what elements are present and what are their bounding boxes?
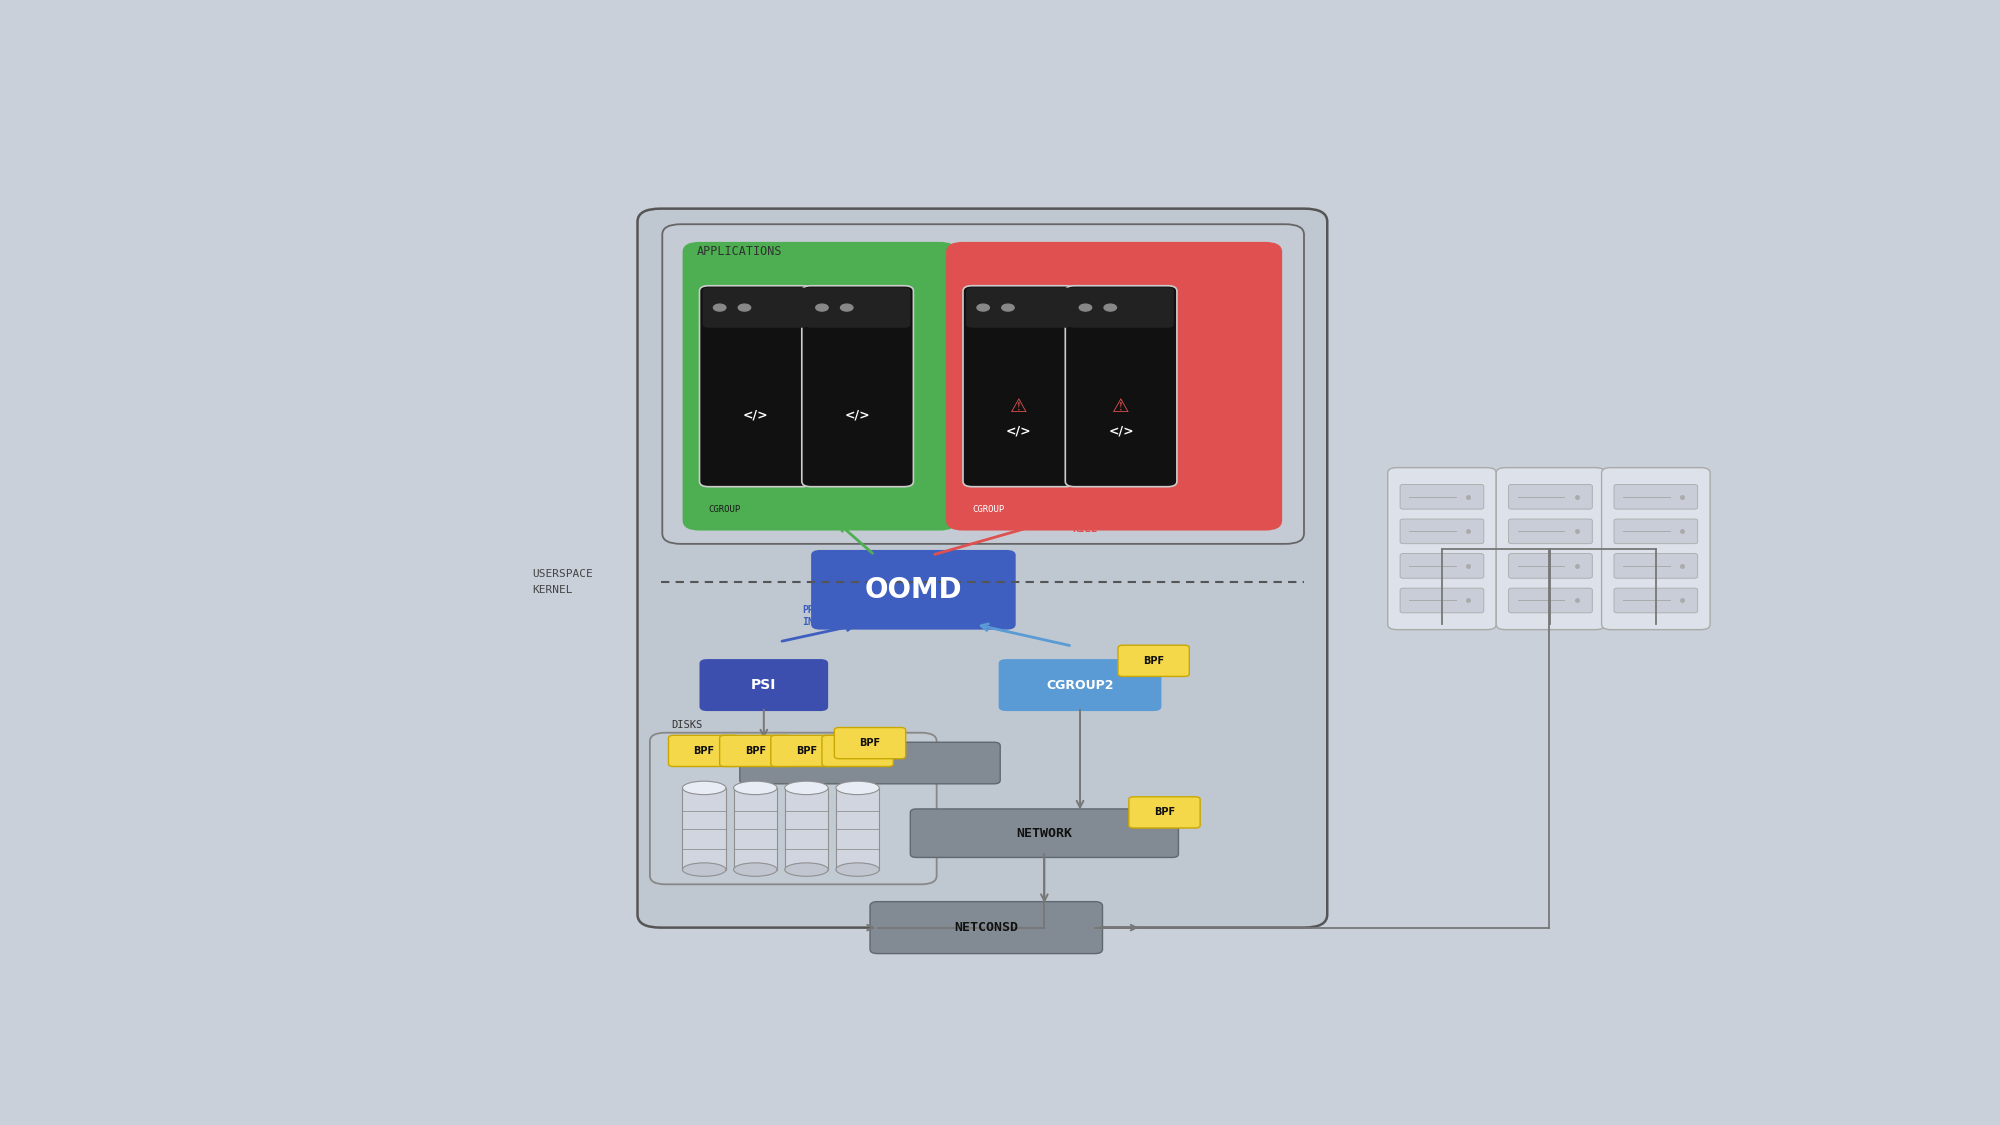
Text: BTRFS: BTRFS: [850, 756, 890, 770]
Text: BPF: BPF: [694, 746, 714, 756]
Text: CGROUP: CGROUP: [972, 504, 1004, 513]
FancyBboxPatch shape: [1400, 554, 1484, 578]
FancyBboxPatch shape: [812, 550, 1016, 630]
FancyBboxPatch shape: [1128, 796, 1200, 828]
Text: BPF: BPF: [1144, 656, 1164, 666]
FancyBboxPatch shape: [964, 286, 1074, 487]
Ellipse shape: [784, 863, 828, 876]
Ellipse shape: [836, 863, 880, 876]
Ellipse shape: [682, 781, 726, 794]
Text: NETWORK: NETWORK: [1016, 827, 1072, 839]
Circle shape: [738, 304, 750, 312]
FancyBboxPatch shape: [1602, 468, 1710, 630]
Circle shape: [840, 304, 852, 312]
FancyBboxPatch shape: [1068, 288, 1174, 327]
FancyBboxPatch shape: [740, 742, 1000, 784]
FancyBboxPatch shape: [948, 243, 1280, 529]
Text: </>: </>: [1006, 424, 1032, 438]
Circle shape: [1104, 304, 1116, 312]
FancyBboxPatch shape: [1508, 485, 1592, 510]
FancyBboxPatch shape: [1400, 519, 1484, 543]
Ellipse shape: [784, 781, 828, 794]
FancyBboxPatch shape: [770, 736, 842, 766]
FancyBboxPatch shape: [910, 809, 1178, 857]
FancyBboxPatch shape: [966, 288, 1072, 327]
FancyBboxPatch shape: [1508, 519, 1592, 543]
Text: BPF: BPF: [860, 738, 880, 748]
FancyBboxPatch shape: [822, 736, 894, 766]
FancyBboxPatch shape: [870, 901, 1102, 954]
Text: USERSPACE: USERSPACE: [532, 569, 592, 579]
Text: </>: </>: [742, 410, 768, 422]
Bar: [784, 788, 828, 870]
FancyBboxPatch shape: [638, 208, 1328, 928]
FancyBboxPatch shape: [998, 659, 1162, 711]
Text: DISKS: DISKS: [672, 720, 702, 730]
FancyBboxPatch shape: [1496, 468, 1604, 630]
Text: BPF: BPF: [796, 746, 818, 756]
Text: CGROUP2: CGROUP2: [1046, 678, 1114, 692]
Text: APPLICATIONS: APPLICATIONS: [696, 245, 782, 258]
Circle shape: [816, 304, 828, 312]
Circle shape: [976, 304, 990, 312]
FancyBboxPatch shape: [684, 243, 956, 529]
Text: ⚠: ⚠: [1112, 397, 1130, 416]
FancyBboxPatch shape: [804, 288, 910, 327]
Text: CGROUP: CGROUP: [708, 504, 742, 513]
Text: BPF: BPF: [744, 746, 766, 756]
Text: OOMD: OOMD: [864, 576, 962, 604]
FancyBboxPatch shape: [1614, 588, 1698, 613]
Ellipse shape: [734, 863, 776, 876]
FancyBboxPatch shape: [720, 736, 790, 766]
Ellipse shape: [836, 781, 880, 794]
Text: KERNEL: KERNEL: [532, 585, 572, 595]
FancyBboxPatch shape: [1400, 485, 1484, 510]
FancyBboxPatch shape: [650, 732, 936, 884]
Text: ⚠: ⚠: [1010, 397, 1028, 416]
FancyBboxPatch shape: [1614, 519, 1698, 543]
Text: PRESSURE
INFORMATION: PRESSURE INFORMATION: [802, 605, 868, 627]
FancyBboxPatch shape: [1614, 485, 1698, 510]
Circle shape: [714, 304, 726, 312]
Ellipse shape: [734, 781, 776, 794]
FancyBboxPatch shape: [1118, 646, 1190, 676]
Ellipse shape: [682, 863, 726, 876]
FancyBboxPatch shape: [1066, 286, 1176, 487]
FancyBboxPatch shape: [1400, 588, 1484, 613]
Text: PSI: PSI: [752, 678, 776, 692]
FancyBboxPatch shape: [700, 286, 812, 487]
Bar: [734, 788, 778, 870]
FancyBboxPatch shape: [1388, 468, 1496, 630]
FancyBboxPatch shape: [662, 224, 1304, 543]
Text: KILL: KILL: [1072, 524, 1098, 534]
Text: NETCONSD: NETCONSD: [954, 921, 1018, 934]
Circle shape: [1080, 304, 1092, 312]
FancyBboxPatch shape: [1614, 554, 1698, 578]
Text: BPF: BPF: [848, 746, 868, 756]
Text: BPF: BPF: [1154, 808, 1176, 818]
Circle shape: [1002, 304, 1014, 312]
FancyBboxPatch shape: [802, 286, 914, 487]
Bar: [836, 788, 880, 870]
FancyBboxPatch shape: [1508, 554, 1592, 578]
Text: </>: </>: [1108, 424, 1134, 438]
FancyBboxPatch shape: [700, 659, 828, 711]
FancyBboxPatch shape: [668, 736, 740, 766]
FancyBboxPatch shape: [702, 288, 808, 327]
FancyBboxPatch shape: [834, 728, 906, 758]
Bar: [682, 788, 726, 870]
FancyBboxPatch shape: [1508, 588, 1592, 613]
Text: </>: </>: [844, 410, 870, 422]
